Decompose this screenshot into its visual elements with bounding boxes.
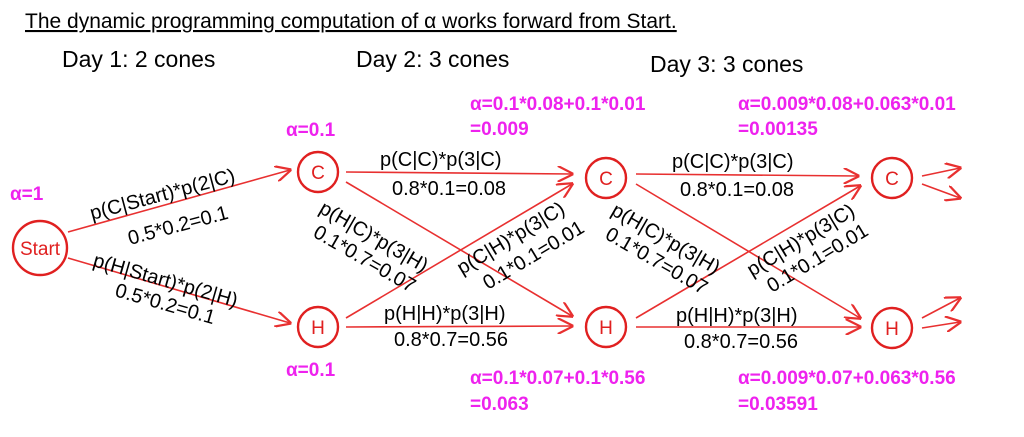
day-2-heading: Day 2: 3 cones	[356, 46, 509, 72]
edge-c2-c3-value: 0.8*0.1=0.08	[680, 179, 794, 201]
edge-h3-out-2	[921, 322, 960, 328]
alpha-h2-line2: =0.063	[470, 394, 529, 415]
alpha-h2-line1: α=0.1*0.07+0.1*0.56	[470, 368, 645, 389]
edge-h1-c2	[345, 184, 572, 319]
node-c3: C	[870, 156, 914, 200]
edge-h2-h3-formula: p(H|H)*p(3|H)	[676, 305, 798, 327]
alpha-start: α=1	[10, 184, 44, 205]
edge-c1-c2-value: 0.8*0.1=0.08	[392, 178, 506, 200]
day-1-heading: Day 1: 2 cones	[62, 46, 215, 72]
alpha-c3-line2: =0.00135	[738, 119, 818, 140]
node-start: Start	[11, 219, 69, 277]
node-c2: C	[584, 156, 628, 200]
edge-h1-h2-formula: p(H|H)*p(3|H)	[384, 303, 506, 325]
alpha-h3-line1: α=0.009*0.07+0.063*0.56	[738, 368, 956, 389]
diagram-title: The dynamic programming computation of α…	[25, 10, 677, 33]
node-h1-label: H	[311, 318, 325, 339]
node-h2: H	[584, 305, 628, 349]
alpha-c2-line1: α=0.1*0.08+0.1*0.01	[470, 94, 646, 115]
node-c1: C	[296, 150, 340, 194]
node-c2-label: C	[599, 169, 613, 190]
edge-c3-out-2	[921, 183, 960, 198]
edge-c1-c2-formula: p(C|C)*p(3|C)	[380, 149, 502, 171]
alpha-c2-line2: =0.009	[470, 119, 529, 140]
alpha-c3-line1: α=0.009*0.08+0.063*0.01	[738, 94, 956, 115]
alpha-h3-line2: =0.03591	[738, 394, 818, 415]
edge-h1-h2	[345, 326, 572, 327]
edge-c2-c3-formula: p(C|C)*p(3|C)	[672, 151, 794, 173]
node-h2-label: H	[599, 318, 613, 339]
day-3-heading: Day 3: 3 cones	[650, 51, 803, 77]
edge-c1-c2	[345, 172, 572, 174]
edge-start-h	[67, 257, 290, 323]
edge-start-c	[67, 170, 290, 233]
edge-h2-h3-value: 0.8*0.7=0.56	[684, 331, 798, 353]
node-c1-label: C	[311, 163, 325, 184]
node-h1: H	[296, 305, 340, 349]
node-c3-label: C	[885, 169, 899, 190]
edge-h1-h2-value: 0.8*0.7=0.56	[394, 329, 508, 351]
edge-c1-h2	[345, 181, 572, 316]
edge-h3-out-1	[921, 298, 960, 319]
edge-c2-h3	[635, 183, 860, 318]
edge-h2-c3	[635, 186, 860, 319]
node-h3-label: H	[885, 319, 899, 340]
alpha-h1: α=0.1	[286, 360, 336, 381]
node-start-label: Start	[20, 239, 61, 260]
node-h3: H	[870, 306, 914, 350]
edge-c2-c3	[635, 174, 858, 176]
alpha-c1: α=0.1	[286, 120, 336, 141]
edge-c3-out-1	[921, 168, 960, 176]
